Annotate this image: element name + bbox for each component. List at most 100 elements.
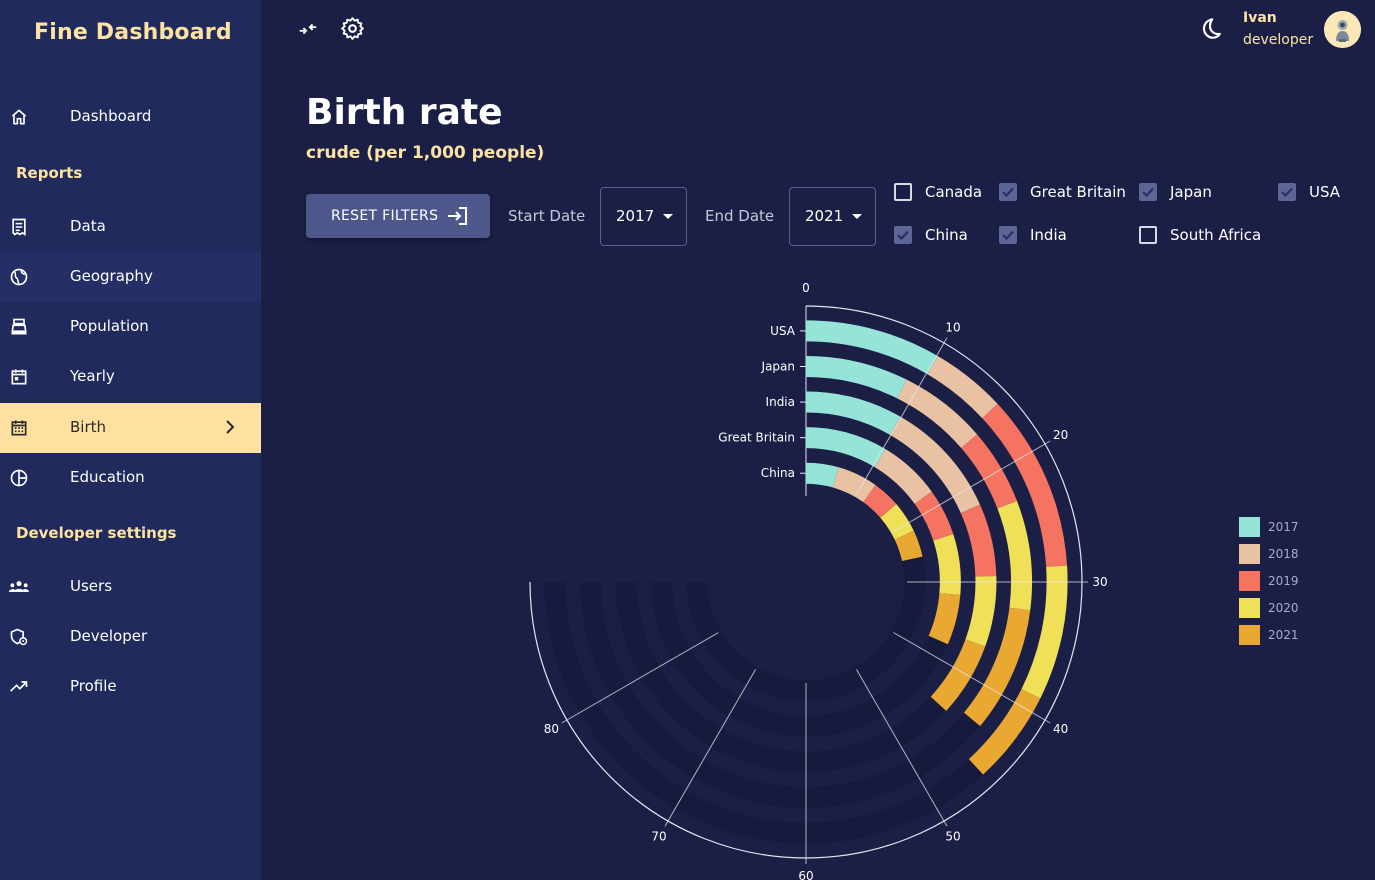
trending-up-icon [8, 676, 30, 698]
sidebar-item-developer[interactable]: Developer [0, 612, 261, 662]
checkbox-china[interactable]: China [894, 226, 968, 244]
brand-logo[interactable]: Fine Dashboard [34, 20, 232, 45]
category-label: Great Britain [718, 431, 795, 445]
checkbox-south-africa[interactable]: South Africa [1139, 226, 1261, 244]
track-band [651, 427, 961, 737]
dark-mode-moon-icon[interactable] [1197, 16, 1223, 46]
calendar-month-icon [8, 417, 30, 439]
end-date-select[interactable]: 2021 [789, 187, 876, 246]
angle-grid-line [856, 337, 948, 495]
bar-segment-2021 [928, 593, 961, 645]
bar-segment-2017 [806, 427, 886, 468]
checkbox-box[interactable] [1139, 226, 1157, 244]
bar-segment-2020 [1021, 565, 1068, 699]
sidebar-item-geography[interactable]: Geography [0, 252, 261, 302]
sidebar-item-birth[interactable]: Birth [0, 403, 261, 453]
checkbox-label: Canada [925, 183, 983, 201]
bar-segment-2019 [863, 485, 897, 518]
bar-segment-2021 [963, 607, 1031, 727]
checkbox-great-britain[interactable]: Great Britain [999, 183, 1126, 201]
angle-grid-line [856, 669, 948, 827]
angle-tick-label: 0 [802, 281, 810, 295]
checkbox-usa[interactable]: USA [1278, 183, 1340, 201]
sidebar-item-label: Yearly [70, 367, 115, 385]
bar-segment-2017 [806, 355, 907, 399]
angle-grid-line [664, 669, 756, 827]
settings-gear-icon[interactable] [340, 16, 365, 45]
sidebar-item-population[interactable]: Population [0, 302, 261, 352]
angle-tick-label: 80 [544, 722, 559, 736]
checkbox-india[interactable]: India [999, 226, 1067, 244]
avatar[interactable] [1324, 11, 1361, 48]
checkbox-box[interactable] [999, 226, 1017, 244]
sidebar-item-dashboard[interactable]: Dashboard [0, 92, 261, 142]
angle-tick-label: 70 [651, 830, 666, 844]
start-date-select[interactable]: 2017 [600, 187, 687, 246]
end-date-label: End Date [705, 207, 775, 225]
checkbox-canada[interactable]: Canada [894, 183, 982, 201]
sidebar-item-label: Profile [70, 677, 117, 695]
people-icon [8, 576, 30, 598]
track-band [579, 355, 1033, 809]
caret-down-icon [663, 214, 673, 219]
bar-segment-2019 [982, 403, 1068, 567]
category-label: India [766, 395, 795, 409]
caret-down-icon [852, 214, 862, 219]
cash-register-icon [8, 316, 30, 338]
checkbox-label: USA [1309, 183, 1341, 201]
sidebar-item-users[interactable]: Users [0, 562, 261, 612]
track-band [686, 462, 926, 702]
angle-grid-line [561, 632, 719, 724]
checkbox-box[interactable] [999, 183, 1017, 201]
legend-swatch-2021 [1239, 625, 1260, 645]
checkmark-icon [1002, 230, 1014, 241]
sidebar-item-label: Geography [70, 267, 153, 285]
checkbox-label: South Africa [1170, 226, 1262, 244]
end-date-value: 2021 [805, 207, 844, 225]
legend-swatch-2018 [1239, 544, 1260, 564]
angle-grid-line [893, 440, 1051, 532]
sidebar-item-label: Data [70, 217, 106, 235]
outer-axis-circle [529, 305, 1083, 859]
reset-filters-button[interactable]: RESET FILTERS [306, 194, 490, 238]
sidebar-item-education[interactable]: Education [0, 453, 261, 503]
user-role: developer [1243, 32, 1314, 48]
start-date-label: Start Date [508, 207, 586, 225]
bar-segment-2020 [880, 504, 914, 540]
bar-segment-2020 [965, 576, 997, 647]
sidebar: Fine Dashboard Dashboard Reports Data Ge… [0, 0, 261, 880]
legend-label: 2017 [1268, 520, 1299, 534]
collapse-sidebar-icon[interactable] [297, 18, 319, 44]
bar-segment-2019 [914, 491, 954, 541]
checkmark-icon [1002, 187, 1014, 198]
angle-tick-label: 50 [945, 830, 960, 844]
sidebar-item-yearly[interactable]: Yearly [0, 352, 261, 402]
checkbox-label: India [1030, 226, 1067, 244]
receipt-icon [8, 216, 30, 238]
angle-tick-label: 20 [1053, 428, 1068, 442]
bar-segment-2017 [806, 320, 938, 375]
track-band [544, 320, 1068, 844]
login-arrow-icon [446, 205, 470, 231]
bar-segment-2018 [927, 356, 998, 419]
legend-swatch-2017 [1239, 517, 1260, 537]
sidebar-item-data[interactable]: Data [0, 202, 261, 252]
checkbox-japan[interactable]: Japan [1139, 183, 1212, 201]
sidebar-item-profile[interactable]: Profile [0, 662, 261, 712]
bar-segment-2018 [874, 449, 932, 504]
bar-segment-2021 [894, 530, 923, 562]
checkbox-box[interactable] [894, 226, 912, 244]
checkmark-icon [1142, 187, 1154, 198]
angle-tick-label: 40 [1053, 722, 1068, 736]
angle-tick-label: 30 [1092, 575, 1107, 589]
angle-grid-line [893, 632, 1051, 724]
checkbox-box[interactable] [894, 183, 912, 201]
page-title: Birth rate [306, 92, 503, 133]
track-band [615, 391, 997, 773]
category-label: China [761, 466, 795, 480]
sidebar-item-label: Developer [70, 627, 148, 645]
bar-segment-2019 [960, 504, 997, 577]
checkbox-box[interactable] [1139, 183, 1157, 201]
checkbox-box[interactable] [1278, 183, 1296, 201]
